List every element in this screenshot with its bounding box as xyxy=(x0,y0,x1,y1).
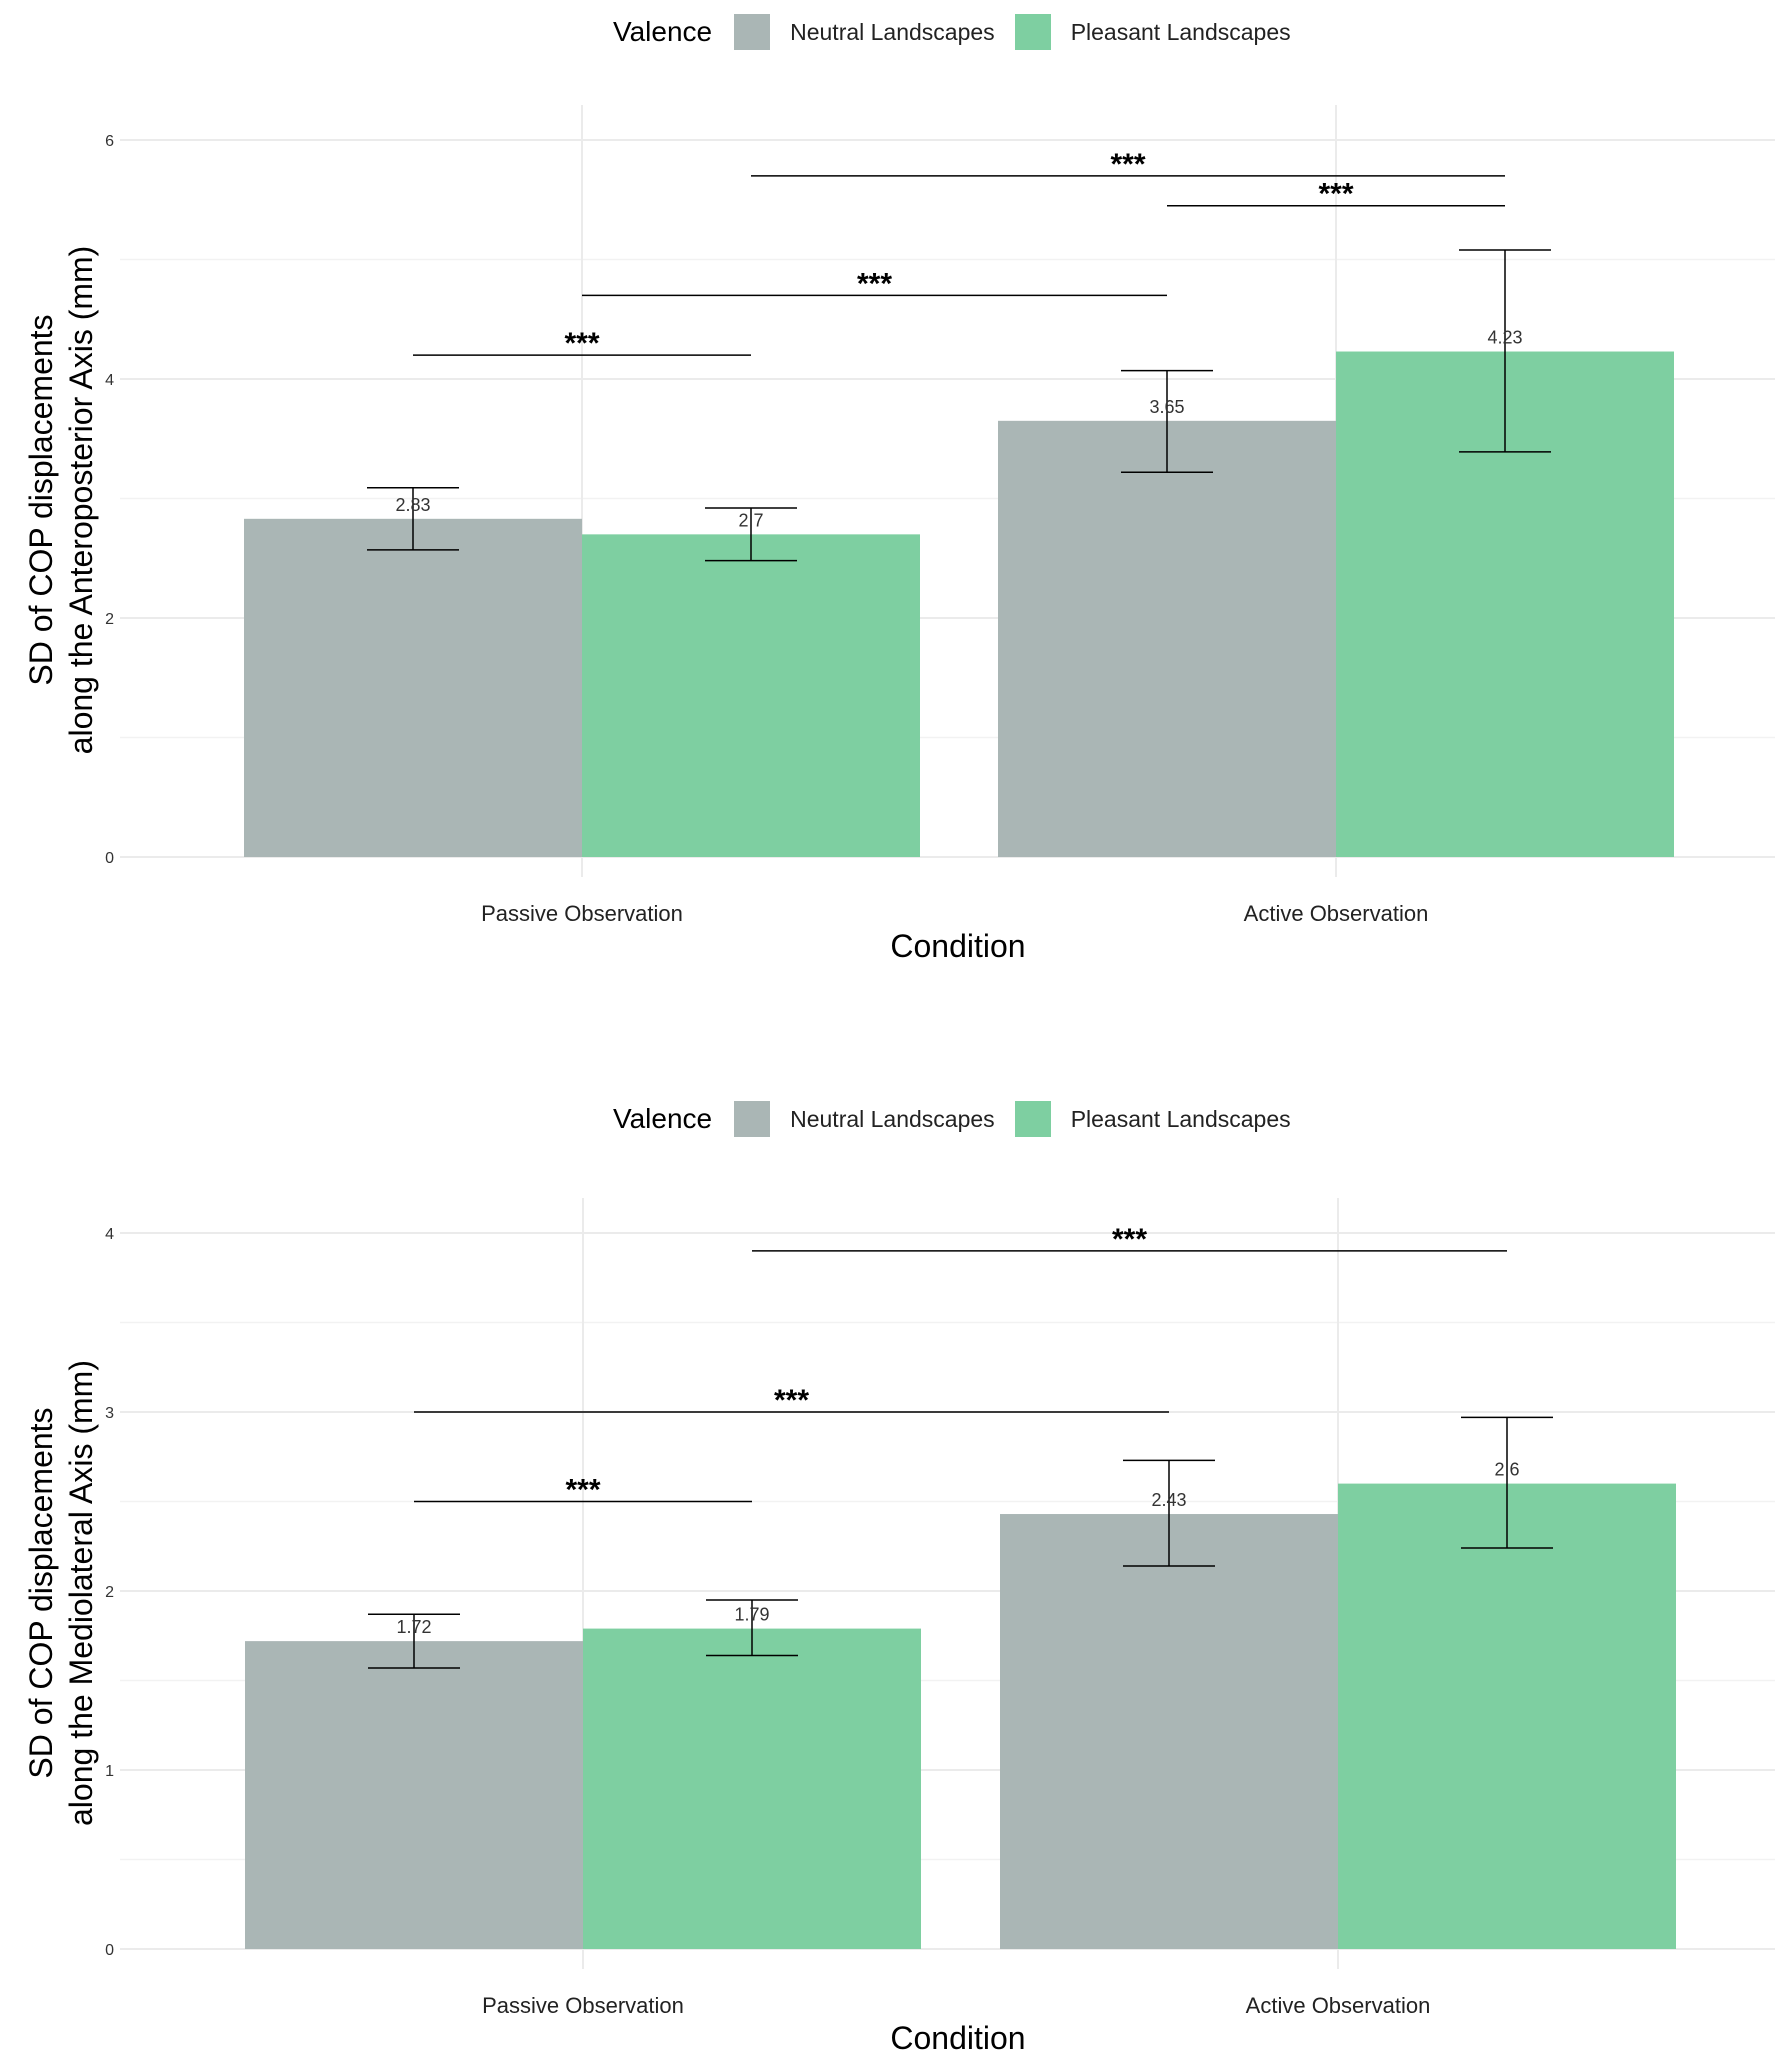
legend-label-pleasant: Pleasant Landscapes xyxy=(1070,1105,1291,1132)
data-label: 2.7 xyxy=(738,510,763,530)
y-tick-label: 2 xyxy=(105,1584,114,1601)
y-tick-label: 4 xyxy=(105,372,114,389)
data-label: 1.72 xyxy=(396,1617,431,1637)
legend-title: Valence xyxy=(613,1103,713,1134)
significance-label: *** xyxy=(564,327,599,360)
significance-label: *** xyxy=(1112,1223,1147,1256)
data-label: 1.79 xyxy=(734,1605,769,1625)
x-tick-label: Active Observation xyxy=(1244,901,1429,926)
bar-neutral-landscapes xyxy=(1000,1514,1338,1949)
data-label: 2.43 xyxy=(1151,1490,1186,1510)
y-tick-label: 6 xyxy=(105,133,114,150)
legend-label-neutral: Neutral Landscapes xyxy=(790,1105,995,1132)
y-tick-label: 0 xyxy=(105,850,114,867)
bar-chart-anteroposterior: 0 2 4 6 2.83 3.65 2.7 4.23 *** *** *** *** Passive O… xyxy=(23,105,1775,964)
legend-title: Valence xyxy=(613,16,713,47)
y-tick-label: 2 xyxy=(105,611,114,628)
data-label: 2.83 xyxy=(395,495,430,515)
bar-neutral-landscapes xyxy=(998,420,1336,857)
significance-label: *** xyxy=(774,1384,809,1417)
data-label: 3.65 xyxy=(1149,397,1184,417)
y-tick-label: 0 xyxy=(105,1942,114,1959)
bar-neutral-landscapes xyxy=(245,1641,583,1949)
bar-neutral-landscapes xyxy=(244,518,582,857)
y-axis-title-line1: SD of COP displacements xyxy=(23,314,59,685)
legend-swatch-pleasant xyxy=(1014,14,1051,50)
x-axis-title: Condition xyxy=(890,2020,1025,2056)
bar-pleasant-landscapes xyxy=(1338,1483,1676,1949)
y-axis-title-line2: along the Mediolateral Axis (mm) xyxy=(63,1360,99,1826)
legend-label-neutral: Neutral Landscapes xyxy=(790,18,995,45)
x-axis-title: Condition xyxy=(890,928,1025,964)
legend-swatch-neutral xyxy=(734,1101,771,1137)
y-axis-title-line1: SD of COP displacements xyxy=(23,1407,59,1778)
data-label: 2.6 xyxy=(1494,1460,1519,1480)
data-label: 4.23 xyxy=(1487,328,1522,348)
legend-swatch-neutral xyxy=(734,14,771,50)
significance-label: *** xyxy=(1110,148,1145,181)
significance-label: *** xyxy=(857,267,892,300)
y-tick-label: 3 xyxy=(105,1405,114,1422)
legend: Valence Neutral Landscapes Pleasant Land… xyxy=(613,1097,1311,1141)
significance-label: *** xyxy=(565,1474,600,1507)
significance-label: *** xyxy=(1318,178,1353,211)
x-tick-label: Passive Observation xyxy=(481,901,683,926)
x-tick-label: Passive Observation xyxy=(482,1993,684,2018)
bar-pleasant-landscapes xyxy=(583,1628,921,1949)
y-axis-title-line2: along the Anteroposterior Axis (mm) xyxy=(63,246,99,755)
y-tick-label: 1 xyxy=(105,1763,114,1780)
x-tick-label: Active Observation xyxy=(1246,1993,1431,2018)
legend-label-pleasant: Pleasant Landscapes xyxy=(1070,18,1291,45)
y-tick-label: 4 xyxy=(105,1226,114,1243)
bar-pleasant-landscapes xyxy=(582,534,920,857)
legend: Valence Neutral Landscapes Pleasant Land… xyxy=(613,10,1311,54)
legend-swatch-pleasant xyxy=(1014,1101,1051,1137)
